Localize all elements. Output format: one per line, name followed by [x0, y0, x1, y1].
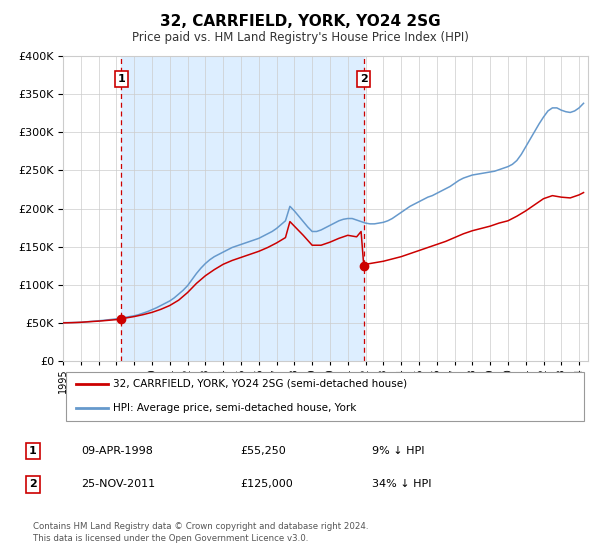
Text: £55,250: £55,250	[240, 446, 286, 456]
FancyBboxPatch shape	[65, 372, 584, 421]
Text: 09-APR-1998: 09-APR-1998	[81, 446, 153, 456]
Text: 32, CARRFIELD, YORK, YO24 2SG (semi-detached house): 32, CARRFIELD, YORK, YO24 2SG (semi-deta…	[113, 379, 407, 389]
Text: 2: 2	[29, 479, 37, 489]
Text: This data is licensed under the Open Government Licence v3.0.: This data is licensed under the Open Gov…	[33, 534, 308, 543]
Text: 32, CARRFIELD, YORK, YO24 2SG: 32, CARRFIELD, YORK, YO24 2SG	[160, 14, 440, 29]
Text: £125,000: £125,000	[240, 479, 293, 489]
Text: 2: 2	[360, 74, 368, 84]
Text: 1: 1	[29, 446, 37, 456]
Text: HPI: Average price, semi-detached house, York: HPI: Average price, semi-detached house,…	[113, 403, 356, 413]
Bar	[121, 56, 364, 361]
Text: 25-NOV-2011: 25-NOV-2011	[81, 479, 155, 489]
Text: 1: 1	[118, 74, 125, 84]
Text: 9% ↓ HPI: 9% ↓ HPI	[372, 446, 425, 456]
Text: Contains HM Land Registry data © Crown copyright and database right 2024.: Contains HM Land Registry data © Crown c…	[33, 522, 368, 531]
Text: 34% ↓ HPI: 34% ↓ HPI	[372, 479, 431, 489]
Text: Price paid vs. HM Land Registry's House Price Index (HPI): Price paid vs. HM Land Registry's House …	[131, 31, 469, 44]
